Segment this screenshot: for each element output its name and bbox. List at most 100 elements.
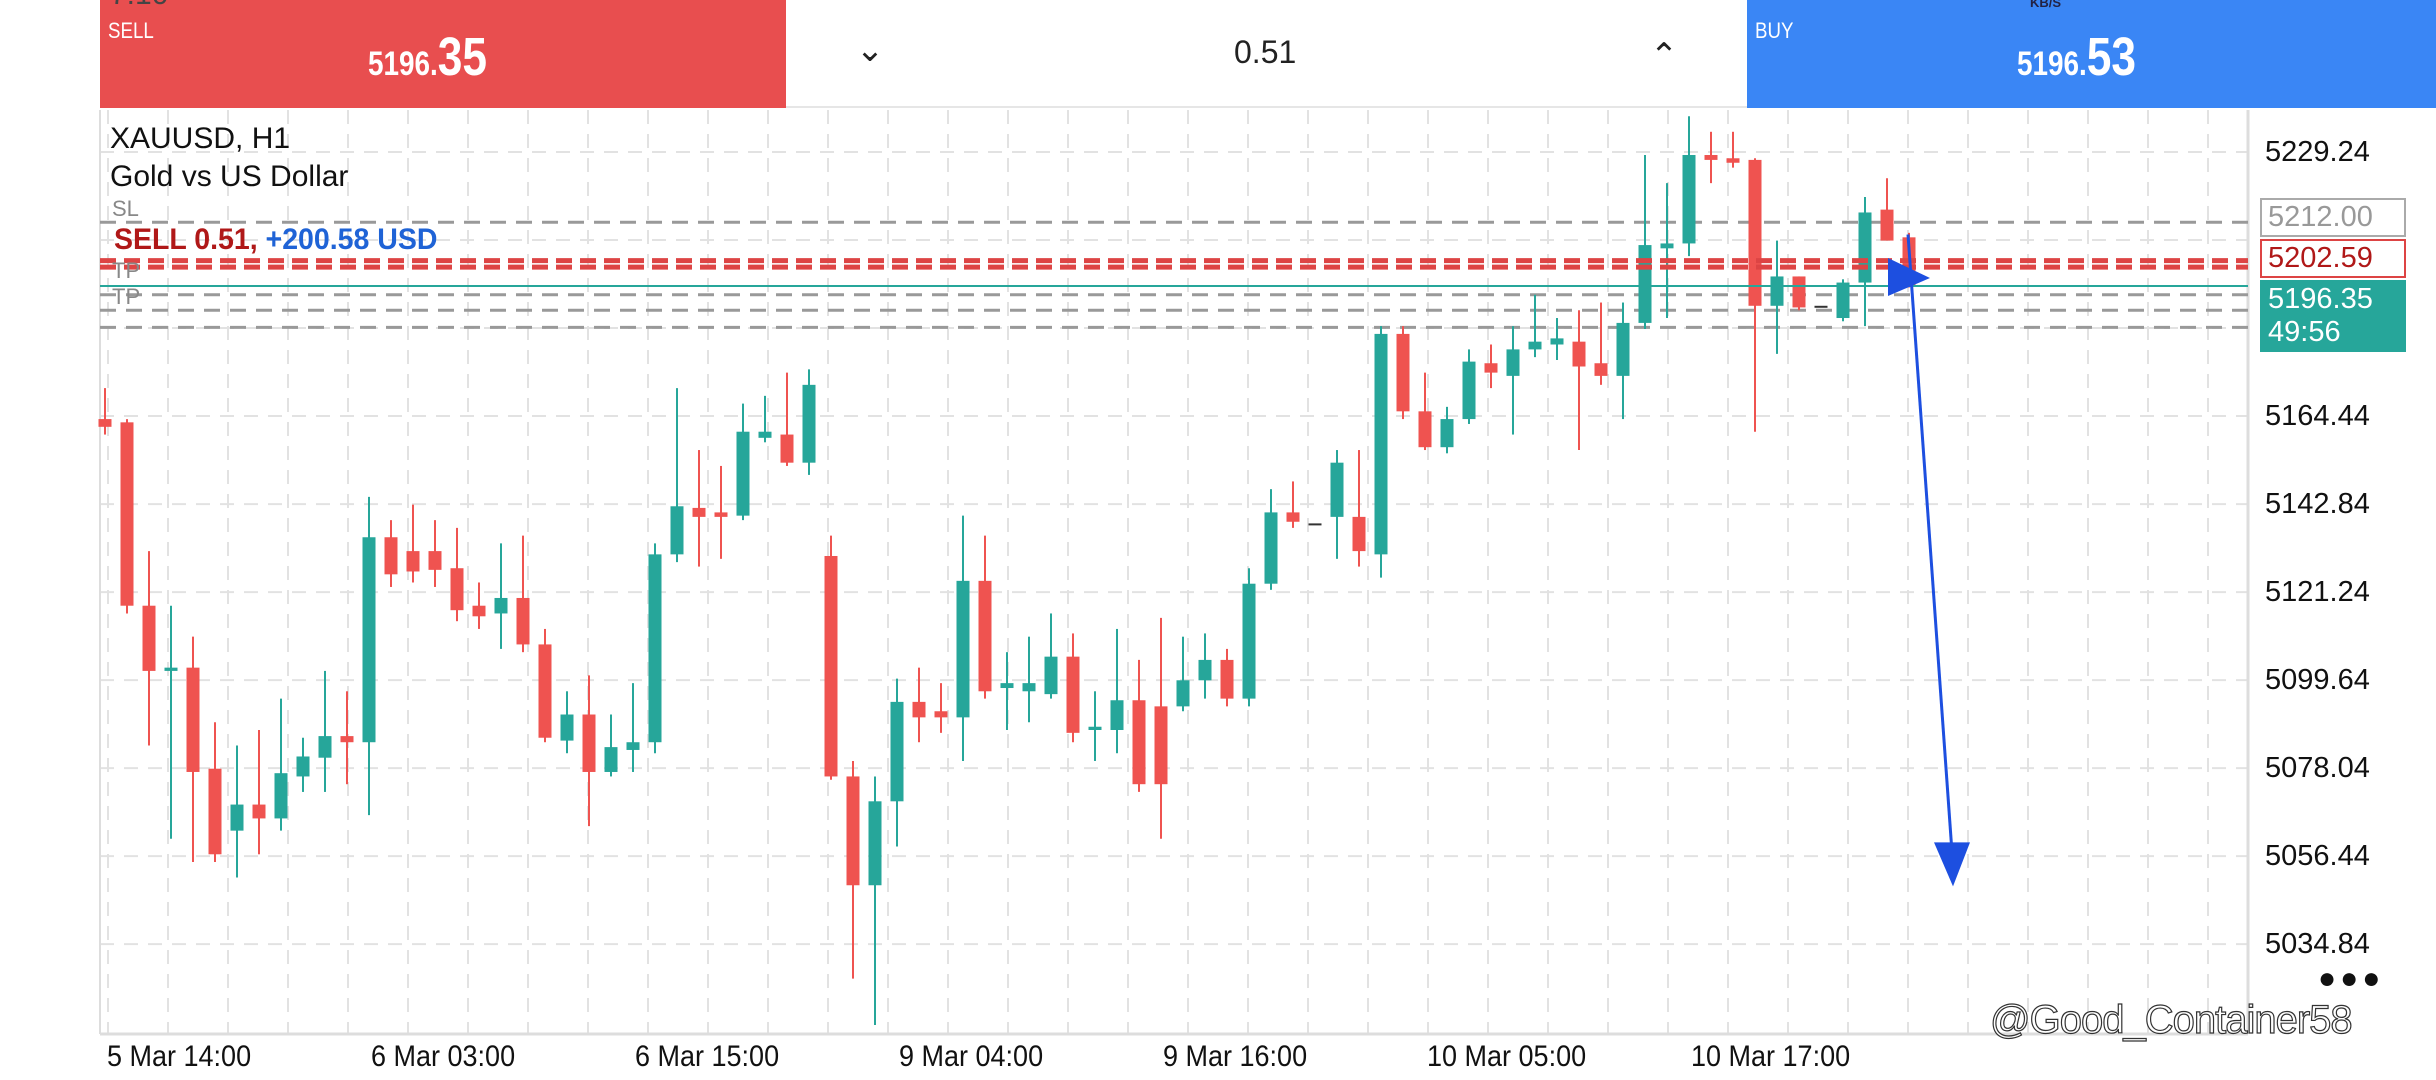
candle-body — [780, 434, 794, 463]
trade-panel: SELL 5196.35 ⌄ 0.51 ⌃ BUY 5196.53 7:10 K… — [0, 0, 2436, 108]
candle-body — [582, 714, 596, 772]
sell-button[interactable]: SELL 5196.35 — [100, 0, 786, 108]
candle-body — [1704, 155, 1718, 160]
more-dots-icon[interactable]: ●●● — [2318, 962, 2385, 995]
candle-body — [1022, 683, 1036, 692]
candle-body — [736, 431, 750, 516]
candle-body — [1286, 512, 1300, 522]
candle-body — [516, 597, 530, 645]
candle-body — [98, 419, 112, 427]
volume-value[interactable]: 0.51 — [1234, 34, 1297, 70]
sl-price-box: 5212.00 — [2260, 198, 2406, 237]
price-tick-label: 5056.44 — [2265, 840, 2370, 873]
candle-body — [142, 605, 156, 671]
network-speed: KB/S — [2030, 0, 2062, 10]
candle-body — [604, 747, 618, 772]
candle-body — [1616, 322, 1630, 376]
candle-body — [1066, 656, 1080, 733]
candle-body — [252, 804, 266, 819]
sell-label: SELL — [108, 18, 154, 43]
price-tick-label: 5099.64 — [2265, 664, 2370, 697]
time-tick-label: 10 Mar 05:00 — [1427, 1040, 1587, 1073]
candle-body — [384, 537, 398, 575]
bid-price-box: 5196.35 49:56 — [2260, 280, 2406, 352]
candle-body — [1638, 245, 1652, 323]
candle-body — [1044, 656, 1058, 695]
candle-body — [956, 580, 970, 718]
candle-body — [274, 773, 288, 819]
candle-body — [1220, 659, 1234, 699]
candle-body — [296, 756, 310, 777]
candle-body — [1396, 333, 1410, 412]
price-tick-label: 5142.84 — [2265, 488, 2370, 521]
symbol-name: XAUUSD, H1 — [110, 122, 291, 155]
candle-body — [934, 711, 948, 718]
trend-arrow-line — [1906, 234, 1954, 853]
candle-body — [846, 776, 860, 886]
position-label[interactable]: SELL 0.51, +200.58 USD — [114, 224, 437, 256]
candle-body — [670, 506, 684, 555]
time-tick-label: 9 Mar 04:00 — [899, 1040, 1044, 1073]
candle-body — [1330, 462, 1344, 517]
price-tick-label: 5229.24 — [2265, 136, 2370, 168]
arrow-head-icon — [1934, 842, 1970, 887]
candle-body — [1198, 659, 1212, 681]
sl-label: SL — [112, 196, 139, 221]
symbol-info: XAUUSD, H1 Gold vs US Dollar — [110, 120, 348, 196]
candle-body — [1594, 363, 1608, 376]
candle-body — [1506, 349, 1520, 376]
candle-body — [494, 597, 508, 614]
price-tick-label: 5164.44 — [2265, 400, 2370, 433]
candle-body — [648, 554, 662, 743]
candle-body — [538, 644, 552, 738]
buy-label: BUY — [1755, 18, 1794, 43]
candle-body — [472, 605, 486, 617]
status-time: 7:10 — [110, 0, 168, 10]
candle-body — [208, 768, 222, 855]
candle-body — [1462, 361, 1476, 420]
candle-body — [428, 551, 442, 570]
bid-price: 5196.35 — [2268, 283, 2373, 315]
candle-body — [1110, 700, 1124, 730]
candle-body — [758, 431, 772, 438]
candle-body — [868, 801, 882, 886]
candle-body — [340, 736, 354, 743]
candle-body — [1484, 363, 1498, 373]
arrow-start-marker-icon — [1888, 258, 1930, 296]
candle-body — [1770, 276, 1784, 306]
candle-body — [1308, 523, 1322, 526]
buy-button[interactable]: BUY 5196.53 — [1747, 0, 2436, 108]
time-tick-label: 5 Mar 14:00 — [107, 1040, 252, 1073]
candle-body — [1242, 583, 1256, 699]
candle-body — [1132, 700, 1146, 785]
candle-body — [406, 551, 420, 572]
candle-body — [1440, 419, 1454, 448]
price-tick-label: 5034.84 — [2265, 928, 2370, 961]
candle-body — [1682, 155, 1696, 244]
candle-body — [230, 804, 244, 831]
candle-countdown: 49:56 — [2268, 316, 2341, 348]
position-profit: +200.58 USD — [265, 223, 438, 256]
chevron-up-icon[interactable]: ⌃ — [1649, 37, 1679, 75]
time-tick-label: 6 Mar 15:00 — [635, 1040, 780, 1073]
candle-body — [1550, 338, 1564, 345]
tp-label-2: TP — [112, 284, 141, 309]
candle-body — [824, 555, 838, 777]
candle-body — [1572, 341, 1586, 367]
symbol-description: Gold vs US Dollar — [110, 160, 349, 193]
chevron-down-icon[interactable]: ⌄ — [855, 31, 885, 69]
candle-body — [120, 422, 134, 606]
candle-body — [1748, 159, 1762, 306]
candle-body — [1154, 706, 1168, 785]
candle-body — [1000, 683, 1014, 689]
candle-body — [164, 667, 178, 671]
time-tick-label: 6 Mar 03:00 — [371, 1040, 516, 1073]
candle-body — [362, 537, 376, 743]
candle-body — [1418, 411, 1432, 448]
candle-body — [1858, 212, 1872, 283]
candle-body — [1374, 333, 1388, 555]
buy-price: 5196.53 — [2017, 27, 2137, 87]
price-tick-label: 5121.24 — [2265, 576, 2370, 609]
